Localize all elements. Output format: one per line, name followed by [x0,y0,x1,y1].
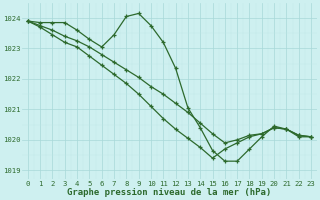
X-axis label: Graphe pression niveau de la mer (hPa): Graphe pression niveau de la mer (hPa) [67,188,272,197]
